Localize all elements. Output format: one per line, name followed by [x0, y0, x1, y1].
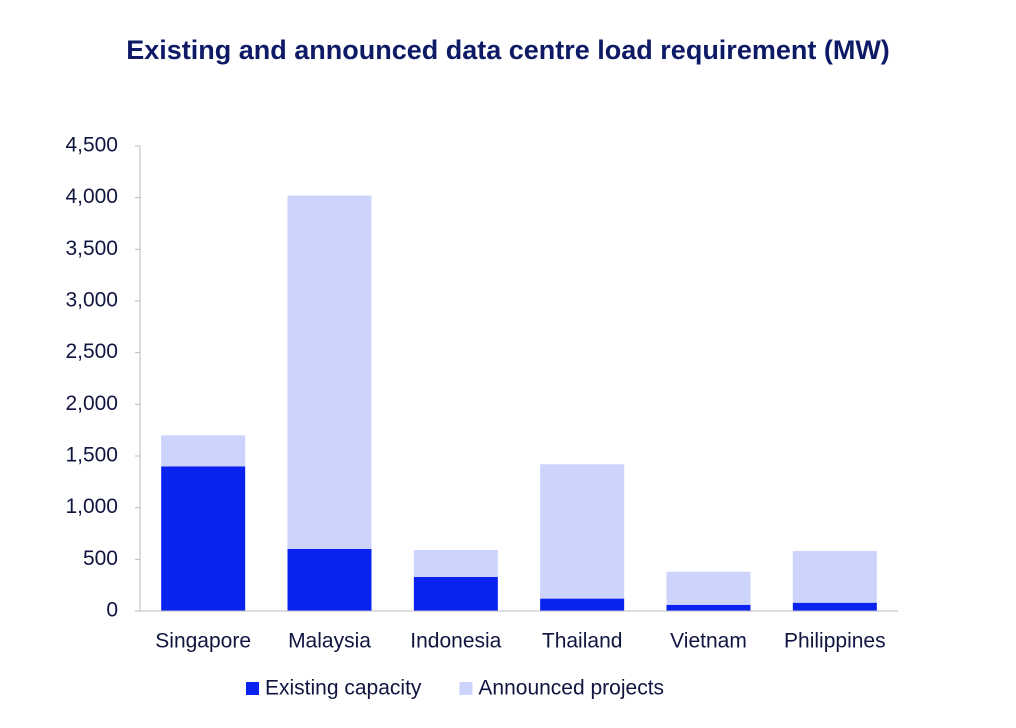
x-tick-label: Malaysia [288, 630, 371, 653]
y-tick-label: 1,000 [65, 495, 118, 518]
y-tick-label: 0 [106, 599, 118, 622]
x-tick-label: Vietnam [670, 630, 747, 653]
y-tick-label: 4,000 [65, 185, 118, 208]
bar-segment [540, 598, 625, 611]
y-tick-label: 2,000 [65, 392, 118, 415]
y-tick-label: 2,500 [65, 340, 118, 363]
bar-segment [161, 466, 246, 611]
x-tick-label: Thailand [542, 630, 623, 653]
bar-segment [666, 604, 751, 611]
bar-segment [540, 464, 625, 599]
legend-swatch [246, 682, 259, 695]
x-tick-label: Philippines [784, 630, 886, 653]
x-tick-label: Singapore [155, 630, 251, 653]
y-tick-label: 500 [83, 547, 118, 570]
bar-segment [161, 435, 246, 467]
legend-label: Existing capacity [265, 677, 422, 700]
y-tick-label: 3,000 [65, 289, 118, 312]
bar-segment [413, 550, 498, 577]
bar-segment [287, 195, 372, 549]
bar-segment [287, 549, 372, 611]
legend-label: Announced projects [478, 677, 664, 700]
y-tick-label: 1,500 [65, 444, 118, 467]
bar-segment [413, 576, 498, 611]
chart-title: Existing and announced data centre load … [126, 35, 890, 65]
bar-segment [792, 602, 877, 611]
y-tick-label: 4,500 [65, 134, 118, 157]
x-tick-label: Indonesia [410, 630, 501, 653]
y-tick-label: 3,500 [65, 237, 118, 260]
bar-segment [792, 551, 877, 603]
legend-swatch [459, 682, 473, 695]
bar-segment [666, 571, 751, 605]
